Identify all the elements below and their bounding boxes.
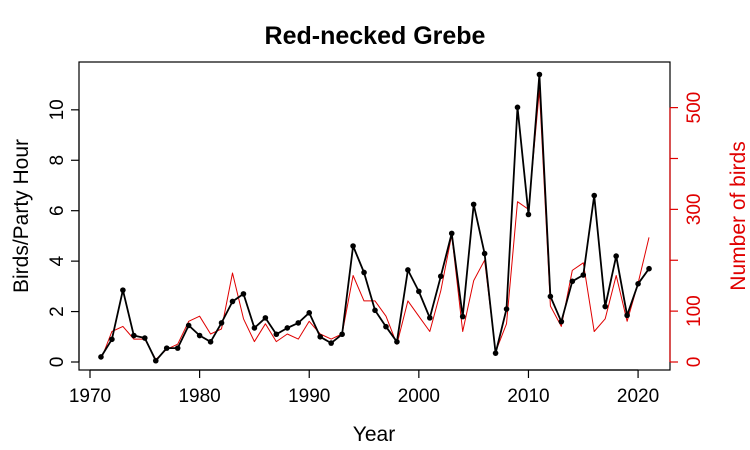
data-point [536,71,543,78]
data-point [394,339,400,345]
data-point [470,201,477,208]
y2-tick-label: 500 [684,92,705,124]
data-point [152,357,159,364]
data-point [459,313,466,320]
data-point [262,315,269,321]
x-axis: 1970 1980 1990 2000 2010 2020 [69,369,659,407]
y-tick-label: 0 [47,357,68,368]
data-point [328,340,334,346]
y-tick-label: 6 [47,205,68,216]
data-point [591,192,598,199]
y-tick-label: 8 [47,155,68,166]
x-tick-label: 1990 [288,386,330,407]
data-point [503,306,510,312]
data-point [350,243,356,249]
x-axis-label: Year [353,423,395,446]
data-point [416,288,422,295]
data-point [448,230,455,237]
data-point [218,320,225,326]
x-tick-label: 1980 [178,386,220,407]
data-point [229,298,236,305]
data-point [492,350,499,356]
y-tick-label: 10 [47,99,68,120]
plot-frame [78,61,671,371]
y-axis-label: Birds/Party Hour [10,139,33,293]
series-line-number-of-birds [100,89,650,360]
data-point [383,323,389,330]
data-point [295,320,302,326]
data-point [284,325,291,331]
data-point [131,332,137,339]
data-point [163,345,170,351]
y-tick-label: 2 [47,306,68,317]
data-point [273,331,280,338]
data-point [372,307,378,314]
data-point [251,325,258,331]
data-point [624,312,630,319]
chart-title: Red-necked Grebe [265,22,486,50]
x-tick-label: 2000 [398,386,440,407]
y2-axis-label: Number of birds [727,141,750,290]
series-line-birds-per-party-hour [100,73,650,362]
data-point [174,345,181,351]
data-point [437,273,444,280]
data-point [405,267,411,273]
data-point [635,281,641,287]
data-point [317,333,323,340]
series-layer [98,71,652,364]
data-point [427,315,433,321]
data-point [547,293,554,300]
data-point [361,269,367,276]
data-point [240,291,247,297]
data-point [569,278,576,285]
data-point [514,104,521,111]
data-point [613,253,619,259]
data-point [98,354,104,360]
data-point [481,250,488,257]
data-point [185,322,192,329]
data-point [525,211,532,218]
y-tick-label: 4 [47,255,68,266]
data-point [142,335,148,341]
data-point [196,332,203,339]
data-point [646,265,652,272]
x-tick-label: 2010 [507,386,549,407]
y2-tick-label: 100 [684,295,705,327]
data-point [602,303,608,310]
x-tick-label: 1970 [69,386,111,407]
data-point [109,336,115,343]
y2-tick-label: 0 [684,357,705,368]
data-point [339,331,345,338]
y-axis-left: 0 2 4 6 8 10 [47,99,80,368]
x-tick-label: 2020 [617,386,659,407]
data-point [306,310,313,316]
y-axis-right: 0 100 300 500 [669,92,705,368]
data-point [207,339,214,345]
data-point [120,287,126,293]
data-point [580,272,587,278]
data-point [558,318,565,325]
y2-tick-label: 300 [684,194,705,226]
